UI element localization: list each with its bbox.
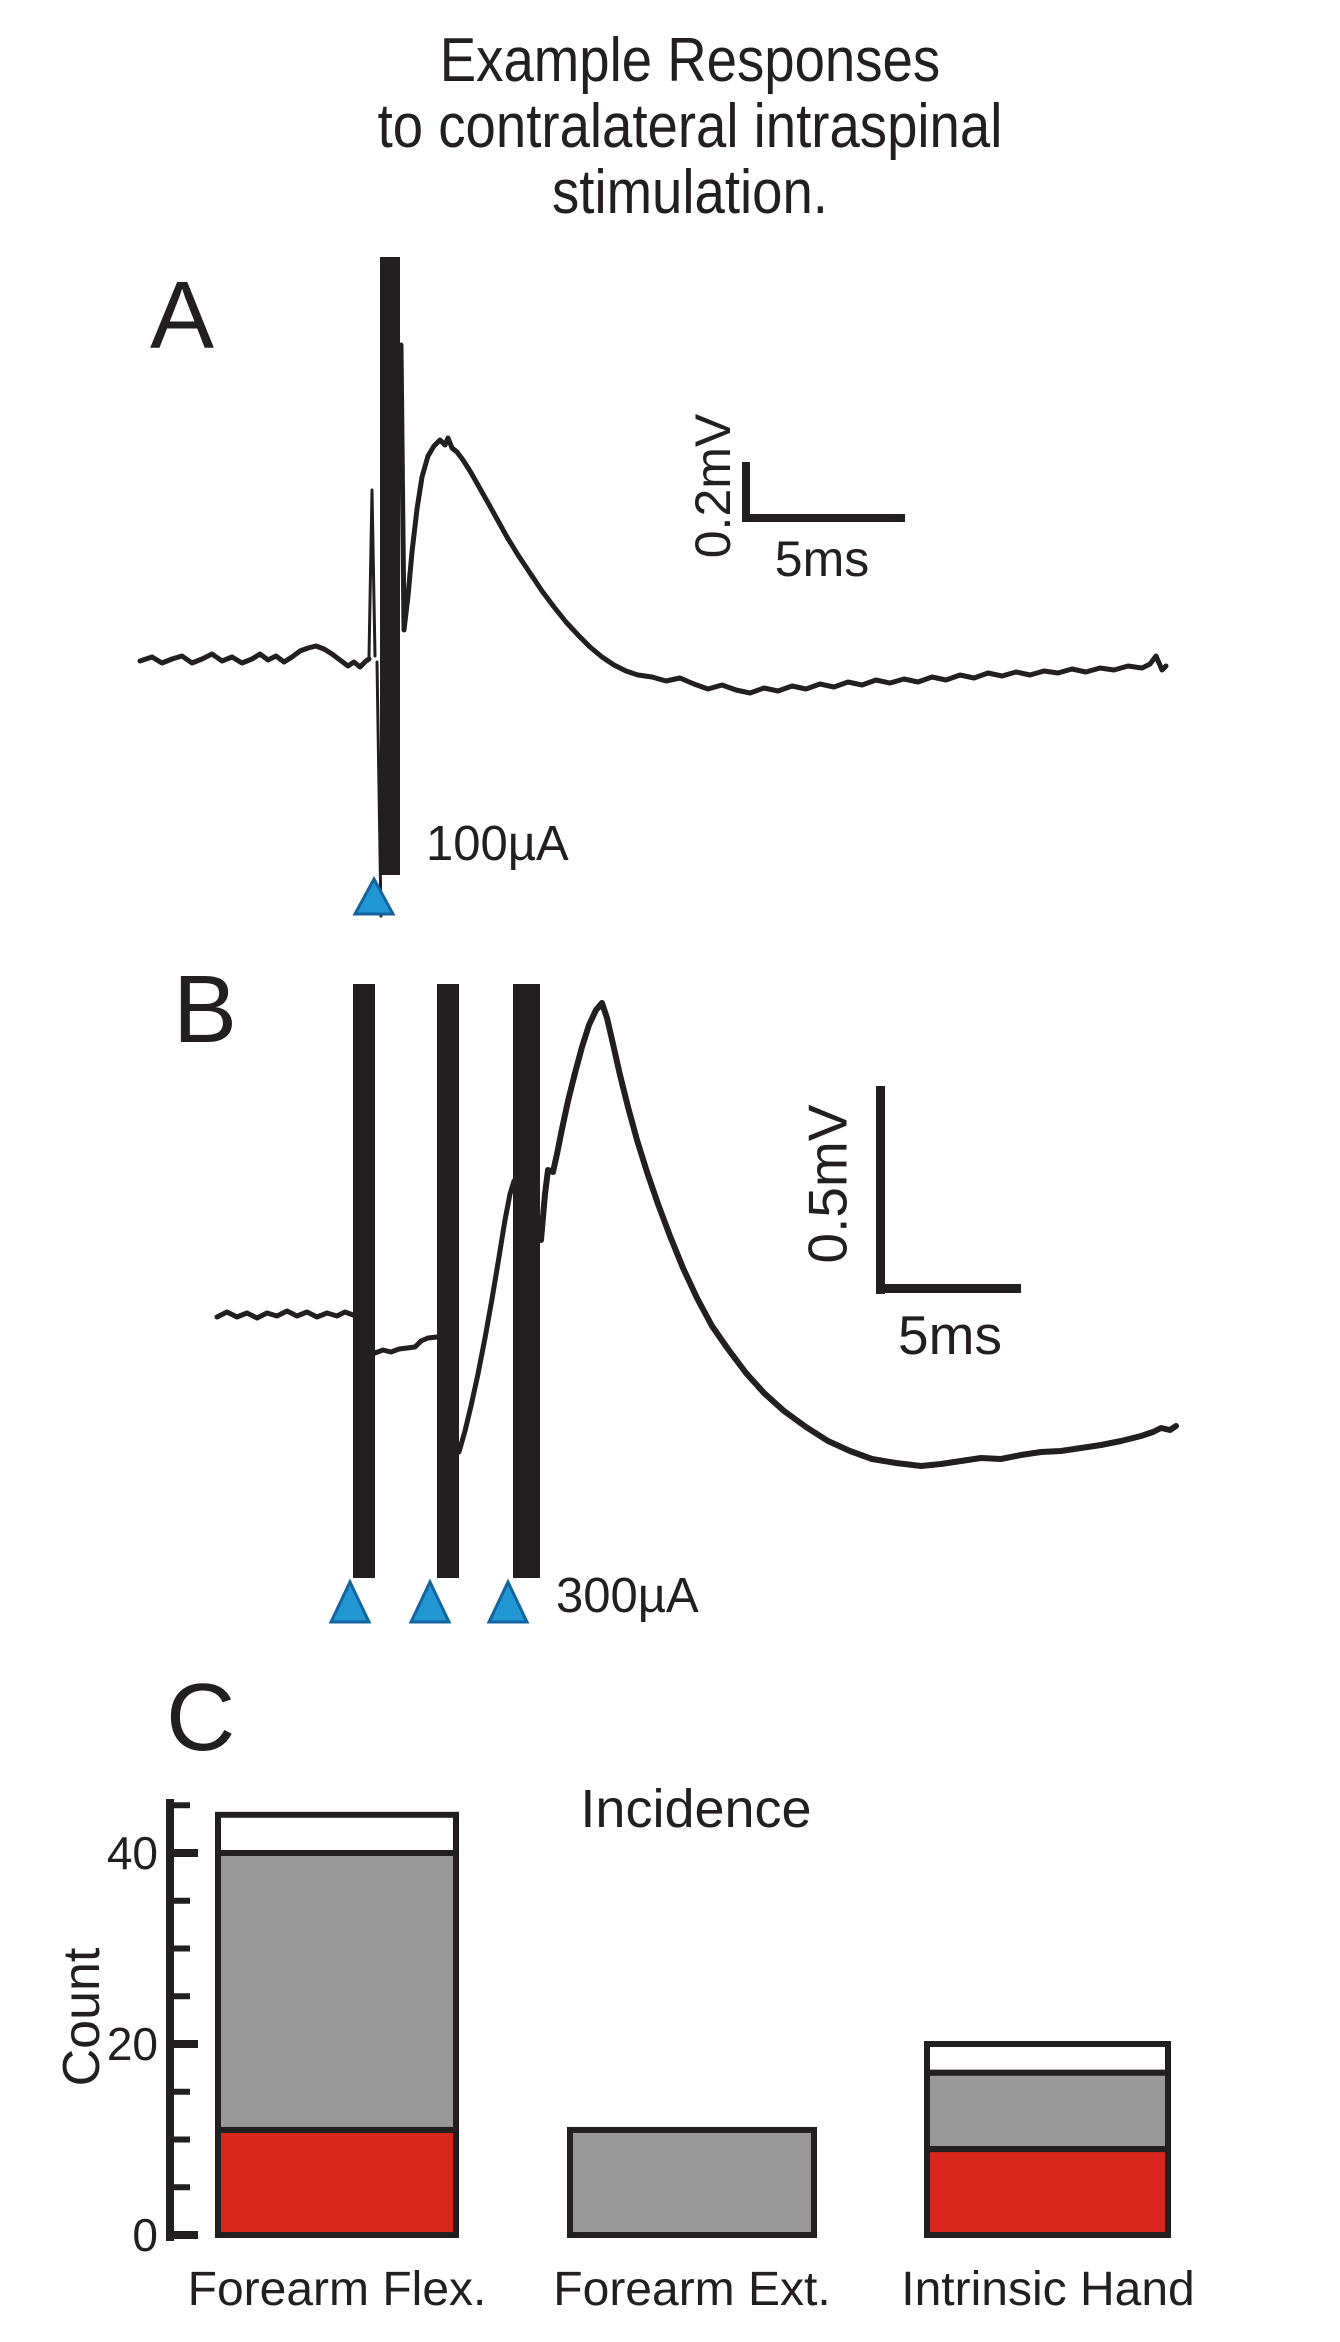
scalebar-a-vertical	[742, 462, 750, 522]
bar-intrinsic-hand-gray	[924, 2069, 1171, 2153]
panel-a-current-label: 100µA	[426, 817, 569, 871]
y-minor-tick-5	[174, 2184, 190, 2191]
x-label-intrinsic-hand: Intrinsic Hand	[901, 2263, 1195, 2316]
trace-b-rise	[456, 1178, 520, 1455]
bar-intrinsic-hand-white	[924, 2041, 1171, 2076]
trace-b-shelf	[372, 1334, 440, 1356]
x-label-forearm-ext: Forearm Ext.	[553, 2263, 831, 2316]
bar-forearm-flex-red	[215, 2126, 459, 2238]
panel-b-current-label: 300µA	[556, 1569, 699, 1623]
trace-a-baseline	[137, 643, 372, 670]
scalebar-a-horizontal	[742, 514, 905, 522]
y-major-tick-40	[174, 1849, 198, 1857]
y-minor-tick-15	[174, 2088, 190, 2095]
stim-triangle-b-3	[486, 1578, 530, 1624]
panel-b-scalebar-h-label: 5ms	[898, 1304, 1002, 1366]
stim-artifact-b-1	[353, 984, 375, 1578]
scalebar-b-vertical	[876, 1086, 885, 1294]
bar-forearm-flex-white	[215, 1811, 459, 1857]
scalebar-b-horizontal	[876, 1284, 1021, 1293]
y-tick-label-20: 20	[106, 2018, 158, 2070]
trace-a-response	[398, 342, 1169, 696]
stim-triangle-b-2	[408, 1578, 452, 1624]
bar-intrinsic-hand-red	[924, 2146, 1171, 2239]
y-major-tick-0	[174, 2231, 198, 2239]
y-major-tick-20	[174, 2040, 198, 2048]
trace-b-response	[538, 1000, 1179, 1469]
stim-artifact-a	[380, 257, 400, 875]
title-line-2: to contralateral intraspinal	[377, 92, 1003, 161]
panel-a-label: A	[150, 262, 215, 369]
x-label-forearm-flex: Forearm Flex.	[187, 2263, 487, 2316]
figure-title: Example Responses to contralateral intra…	[118, 28, 1262, 226]
stim-triangle-b-1	[328, 1578, 372, 1624]
y-minor-tick-35	[174, 1897, 190, 1904]
panel-c-label: C	[166, 1664, 236, 1771]
stim-artifact-b-2	[437, 984, 459, 1578]
stim-artifact-b-3	[513, 984, 540, 1578]
y-minor-tick-30	[174, 1945, 190, 1952]
panel-b-scalebar-v-label: 0.5mV	[796, 1104, 859, 1264]
y-tick-label-0: 0	[132, 2209, 158, 2261]
chart-title: Incidence	[580, 1779, 812, 1839]
panel-b-label: B	[173, 956, 238, 1063]
title-line-3: stimulation.	[552, 158, 828, 227]
bar-forearm-ext-gray	[567, 2126, 817, 2238]
stim-triangle-a	[352, 875, 396, 916]
title-line-1: Example Responses	[439, 26, 941, 95]
panel-a-scalebar-v-label: 0.2mV	[685, 413, 741, 559]
y-tick-label-40: 40	[106, 1827, 158, 1879]
panel-a-scalebar-h-label: 5ms	[774, 531, 870, 587]
trace-a-prespike	[367, 488, 377, 659]
trace-b-baseline	[214, 1308, 356, 1321]
y-axis-line	[166, 1799, 174, 2241]
bar-forearm-flex-gray	[215, 1850, 459, 2133]
y-minor-tick-25	[174, 1993, 190, 2000]
y-minor-tick-10	[174, 2136, 190, 2143]
y-minor-tick-45	[174, 1802, 190, 1809]
